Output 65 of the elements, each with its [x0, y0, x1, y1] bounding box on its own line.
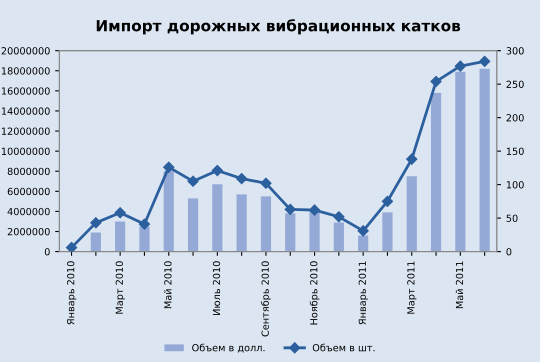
y-tick-label: 2000000 [8, 228, 50, 236]
x-tick-label: Март 2010 [116, 261, 125, 314]
y2-tick-label: 0 [506, 248, 512, 256]
point [308, 204, 320, 216]
y2-tick-label: 200 [506, 114, 524, 122]
point [430, 76, 442, 88]
legend-label: Объем в шт. [312, 344, 375, 352]
x-tick-label: Июль 2010 [212, 261, 220, 315]
point [479, 56, 490, 67]
y-tick-label: 18000000 [2, 67, 50, 75]
point [382, 196, 394, 207]
y-tick-label: 8000000 [8, 168, 50, 176]
x-tick-label: Ноябрь 2010 [310, 261, 320, 325]
bar [212, 184, 222, 252]
bar [382, 212, 393, 252]
bar [455, 72, 466, 252]
y-tick-label: 0 [44, 248, 50, 256]
x-tick-label: Май 2010 [164, 261, 172, 308]
chart-title: Импорт дорожных вибрационных катков [96, 19, 460, 34]
bar [164, 171, 174, 252]
y2-tick-label: 250 [506, 80, 524, 88]
y-tick-label: 20000000 [2, 47, 50, 55]
point [212, 164, 223, 176]
bar [430, 92, 442, 252]
point [187, 176, 199, 187]
x-tick-label: Май 2011 [456, 262, 464, 308]
y-tick-label: 6000000 [8, 188, 50, 196]
bar [236, 194, 247, 252]
point [260, 178, 272, 189]
y-tick-label: 4000000 [8, 208, 50, 216]
y2-tick-label: 50 [506, 214, 518, 222]
x-tick-label: Сентябрь 2010 [261, 261, 271, 336]
point [66, 242, 78, 252]
bar [90, 232, 101, 252]
bar [406, 176, 417, 252]
point [236, 172, 248, 184]
bar [309, 211, 320, 252]
point [284, 204, 296, 216]
y-tick-label: 14000000 [2, 107, 50, 115]
point [114, 207, 126, 218]
point [138, 218, 150, 230]
x-tick-label: Январь 2011 [358, 262, 368, 325]
y2-tick-label: 150 [506, 148, 524, 155]
bar [334, 222, 344, 252]
point [406, 154, 418, 165]
y-tick-label: 12000000 [2, 128, 50, 135]
y2-tick-label: 100 [506, 181, 524, 188]
x-tick-label: Январь 2010 [67, 261, 76, 325]
point [90, 217, 102, 228]
bar [260, 196, 272, 252]
bar [188, 198, 198, 252]
point [358, 225, 369, 236]
x-tick-label: Март 2011 [407, 262, 416, 314]
y-tick-label: 16000000 [2, 87, 50, 95]
point [163, 162, 174, 173]
point [454, 60, 466, 72]
bar [358, 236, 368, 252]
bar [115, 221, 126, 252]
point [333, 211, 344, 222]
bar [139, 226, 150, 252]
y-tick-label: 10000000 [2, 148, 50, 155]
y2-tick-label: 300 [506, 47, 524, 55]
legend-label: Объем в долл. [192, 344, 264, 353]
bar [285, 213, 296, 252]
bar [480, 68, 490, 252]
